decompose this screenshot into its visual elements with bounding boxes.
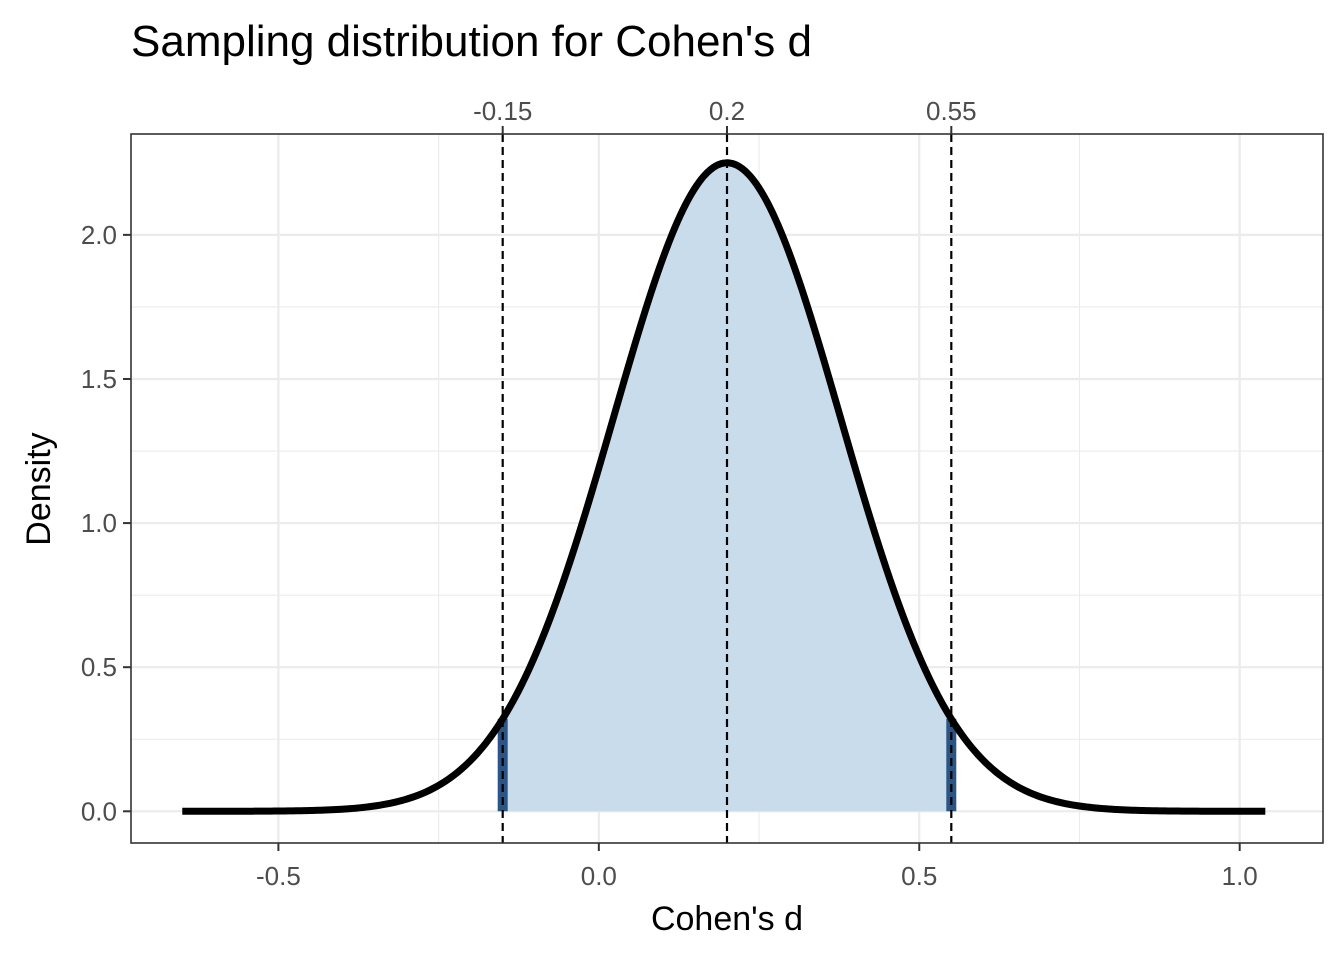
- y-axis-title: Density: [20, 432, 58, 545]
- density-curve: [181, 159, 1267, 815]
- x-tick-label: 0.0: [581, 861, 617, 891]
- x-tick-label: 1.0: [1222, 861, 1258, 891]
- reference-labels-group: -0.15 0.2 0.55: [473, 96, 977, 134]
- density-curve-group: [181, 159, 1267, 815]
- reference-label: 0.55: [926, 96, 977, 126]
- y-tick-label: 1.0: [81, 508, 117, 538]
- y-tick-label: 0.0: [81, 796, 117, 826]
- y-axis: 0.0 0.5 1.0 1.5 2.0: [81, 220, 131, 826]
- y-tick-label: 0.5: [81, 652, 117, 682]
- y-tick-label: 2.0: [81, 220, 117, 250]
- reference-label: 0.2: [709, 96, 745, 126]
- y-tick-label: 1.5: [81, 364, 117, 394]
- x-axis: -0.5 0.0 0.5 1.0: [256, 843, 1258, 891]
- x-axis-title: Cohen's d: [651, 900, 803, 938]
- reference-label: -0.15: [473, 96, 532, 126]
- chart-title: Sampling distribution for Cohen's d: [131, 17, 812, 66]
- x-tick-label: 0.5: [901, 861, 937, 891]
- x-tick-label: -0.5: [256, 861, 301, 891]
